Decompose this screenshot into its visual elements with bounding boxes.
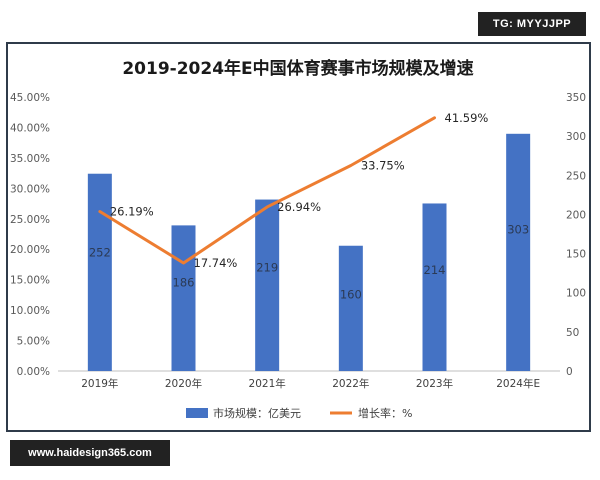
website-badge: www.haidesign365.com (10, 440, 170, 466)
left-axis-tick: 40.00% (10, 122, 50, 134)
bar (506, 133, 531, 371)
bar-value-label: 186 (173, 276, 195, 290)
legend-line-label: 增长率：% (358, 406, 412, 420)
bar-value-label: 214 (424, 263, 446, 277)
growth-rate-label: 26.94% (277, 200, 321, 214)
tg-badge: TG: MYYJJPP (478, 12, 586, 36)
left-axis-tick: 30.00% (10, 183, 50, 195)
right-axis-tick: 100 (566, 288, 586, 300)
right-axis-tick: 150 (566, 249, 586, 261)
right-axis-tick: 350 (566, 92, 586, 104)
right-axis-tick: 200 (566, 209, 586, 221)
x-axis-tick: 2022年 (332, 377, 369, 390)
left-axis-tick: 0.00% (17, 366, 50, 378)
growth-rate-label: 41.59% (445, 111, 489, 125)
left-axis-tick: 45.00% (10, 92, 50, 104)
left-axis-tick: 20.00% (10, 244, 50, 256)
bar-value-label: 252 (89, 246, 111, 260)
bar (422, 203, 447, 371)
legend-bar-swatch (186, 408, 208, 418)
legend-bar-label: 市场规模：亿美元 (213, 406, 301, 420)
right-axis-tick: 50 (566, 327, 579, 339)
bar-value-label: 160 (340, 287, 362, 301)
bar (255, 199, 280, 371)
right-axis-tick: 250 (566, 170, 586, 182)
bar (338, 245, 363, 371)
bar-value-label: 303 (507, 222, 529, 236)
bar (171, 225, 196, 371)
left-axis-tick: 10.00% (10, 305, 50, 317)
right-axis-tick: 300 (566, 131, 586, 143)
growth-rate-label: 26.19% (110, 205, 154, 219)
growth-rate-label: 17.74% (194, 256, 238, 270)
growth-rate-label: 33.75% (361, 159, 405, 173)
bar (87, 173, 112, 371)
growth-rate-line (98, 116, 436, 265)
chart-title: 2019-2024年E中国体育赛事市场规模及增速 (122, 58, 473, 79)
left-axis-tick: 35.00% (10, 153, 50, 165)
bar-value-label: 219 (256, 261, 278, 275)
right-axis-tick: 0 (566, 366, 573, 378)
left-axis-tick: 5.00% (17, 336, 50, 348)
x-axis-tick: 2024年E (496, 377, 540, 390)
x-axis-tick: 2019年 (81, 377, 118, 390)
x-axis-tick: 2020年 (165, 377, 202, 390)
x-axis-tick: 2021年 (249, 377, 286, 390)
left-axis-tick: 25.00% (10, 214, 50, 226)
x-axis-tick: 2023年 (416, 377, 453, 390)
left-axis-tick: 15.00% (10, 275, 50, 287)
